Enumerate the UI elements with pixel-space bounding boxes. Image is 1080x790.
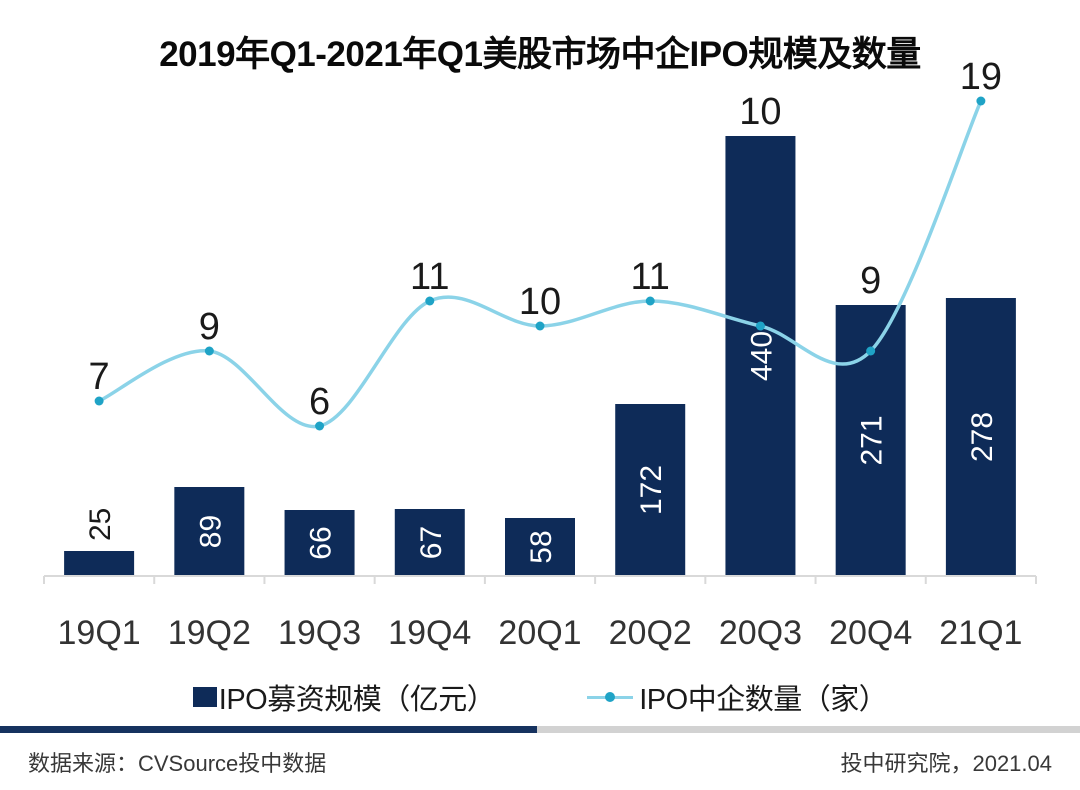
x-axis-label: 20Q2 [609, 614, 692, 652]
bar-value-label: 89 [194, 515, 227, 548]
bar-19Q4 [394, 509, 465, 576]
data-source-text: 数据来源：CVSource投中数据 [28, 751, 327, 776]
bar-value-label: 172 [635, 465, 668, 515]
line-marker [866, 346, 876, 356]
line-value-label: 7 [89, 356, 110, 398]
line-value-label: 10 [739, 91, 781, 133]
bar-20Q3 [725, 136, 796, 576]
line-marker [315, 421, 325, 431]
x-axis-label: 19Q2 [168, 614, 251, 652]
line-value-label: 9 [199, 306, 220, 348]
line-value-label: 6 [309, 381, 330, 423]
x-axis-label: 20Q3 [719, 614, 802, 652]
legend-bar-label: IPO募资规模（亿元） [218, 684, 496, 716]
x-axis-label: 19Q1 [58, 614, 141, 652]
line-value-label: 19 [960, 56, 1002, 98]
line-series-marker-icon [587, 687, 634, 707]
bar-value-label: 278 [966, 412, 999, 462]
line-marker [976, 96, 986, 106]
bar-21Q1 [945, 298, 1016, 576]
bar-value-label: 440 [745, 331, 778, 381]
line-marker [535, 321, 545, 331]
footer-divider [0, 726, 1080, 733]
bar-20Q2 [615, 404, 686, 576]
x-axis-label: 21Q1 [939, 614, 1022, 652]
legend-line-label: IPO中企数量（家） [639, 684, 888, 716]
bar-value-label: 271 [856, 415, 889, 465]
line-marker [645, 296, 655, 306]
line-marker [425, 296, 435, 306]
bar-value-label: 67 [415, 526, 448, 559]
legend-item-bar-series: IPO募资规模（亿元） [192, 676, 496, 718]
divider-gray-segment [537, 726, 1080, 733]
chart-title: 2019年Q1-2021年Q1美股市场中企IPO规模及数量 [159, 35, 921, 74]
bar-20Q1 [505, 518, 575, 576]
credit-text: 投中研究院，2021.04 [840, 751, 1052, 776]
bar-series-swatch-icon [192, 687, 217, 707]
legend-item-line-series: IPO中企数量（家） [587, 676, 888, 718]
bar-19Q2 [174, 487, 245, 576]
bar-value-label: 25 [84, 508, 117, 541]
line-value-label: 10 [519, 281, 561, 323]
line-value-label: 11 [410, 256, 449, 298]
line-marker [94, 396, 104, 406]
line-marker [204, 346, 214, 356]
bar-value-label: 58 [525, 530, 558, 563]
line-value-label: 9 [860, 260, 881, 302]
line-marker [755, 321, 765, 331]
bar-value-label: 66 [305, 526, 338, 559]
x-axis-label: 20Q1 [498, 614, 581, 652]
x-axis-label: 20Q4 [829, 614, 912, 652]
divider-navy-segment [0, 726, 537, 733]
x-axis-label: 19Q4 [388, 614, 471, 652]
chart-legend: IPO募资规模（亿元） IPO中企数量（家） [0, 676, 1080, 718]
bar-19Q3 [284, 510, 355, 576]
x-axis-label: 19Q3 [278, 614, 361, 652]
bar-19Q1 [64, 551, 135, 576]
line-value-label: 11 [630, 256, 669, 298]
footer: 数据来源：CVSource投中数据 投中研究院，2021.04 [0, 746, 1080, 778]
